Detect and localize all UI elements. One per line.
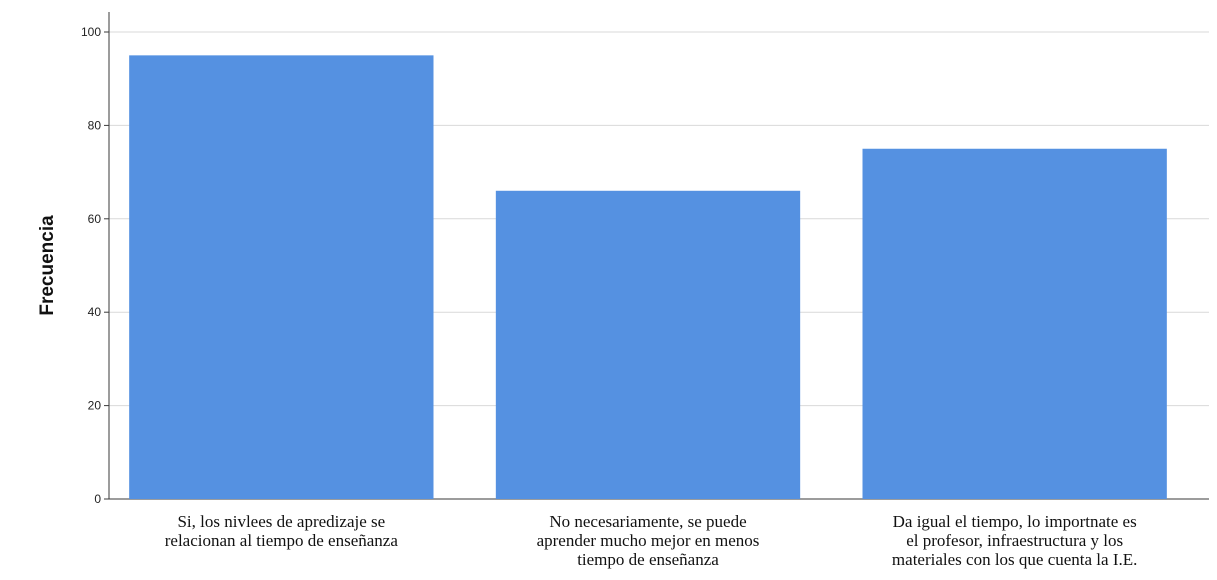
x-category-label: Si, los nivlees de apredizaje se — [177, 512, 385, 531]
bar — [495, 190, 801, 499]
y-tick-label: 20 — [88, 399, 102, 413]
x-category-label: el profesor, infraestructura y los — [906, 531, 1123, 550]
x-category-label: relacionan al tiempo de enseñanza — [165, 531, 399, 550]
x-category-label: materiales con los que cuenta la I.E. — [892, 550, 1137, 569]
y-tick-label: 80 — [88, 118, 102, 132]
x-category-label: No necesariamente, se puede — [549, 512, 746, 531]
y-tick-label: 40 — [88, 305, 102, 319]
y-tick-label: 100 — [81, 25, 101, 39]
y-tick-label: 60 — [88, 212, 102, 226]
x-category-label: tiempo de enseñanza — [577, 550, 719, 569]
y-axis-label: Frecuencia — [37, 215, 58, 316]
x-axis-category-labels: Si, los nivlees de apredizaje serelacion… — [165, 512, 1138, 569]
y-tick-label: 0 — [94, 492, 101, 506]
bar — [129, 55, 434, 499]
bar — [862, 148, 1167, 499]
x-category-label: Da igual el tiempo, lo importnate es — [893, 512, 1137, 531]
bars — [129, 55, 1167, 499]
y-axis-ticks: 0 20 40 60 80 100 — [81, 25, 109, 506]
x-category-label: aprender mucho mejor en menos — [537, 531, 760, 550]
